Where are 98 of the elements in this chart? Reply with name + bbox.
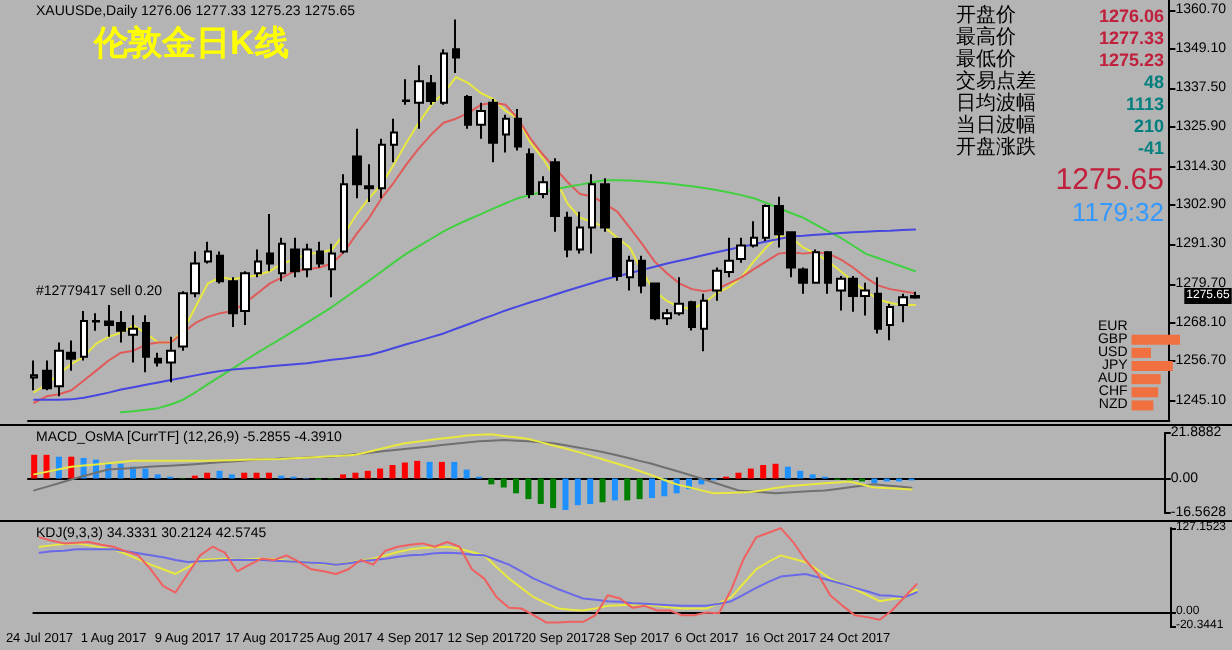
candlestick <box>612 236 622 282</box>
bar <box>401 462 408 479</box>
candlestick <box>340 173 348 255</box>
text: 最低价 <box>956 47 1016 71</box>
text: 日均波幅 <box>956 91 1036 115</box>
candlestick <box>328 242 336 299</box>
candlestick <box>588 173 596 255</box>
bar <box>55 456 62 479</box>
bar <box>513 478 520 494</box>
bar <box>253 472 260 479</box>
bar <box>772 463 779 479</box>
bar <box>389 465 396 479</box>
candlestick <box>80 310 88 362</box>
candlestick <box>700 292 708 353</box>
candlestick <box>464 94 472 130</box>
bar <box>142 468 149 479</box>
text: 当日波幅 <box>956 113 1036 137</box>
candlestick <box>166 335 176 384</box>
bar <box>636 478 643 500</box>
candlestick <box>600 177 610 233</box>
candlestick <box>798 266 808 295</box>
bar <box>364 470 371 479</box>
bar <box>797 470 804 479</box>
candlestick <box>874 276 882 335</box>
bar <box>438 461 445 479</box>
bar <box>31 454 38 479</box>
text: 48 <box>1143 72 1164 92</box>
text: 伦敦金日K线 <box>92 24 289 62</box>
bar <box>550 478 557 509</box>
text: 开盘价 <box>956 3 1016 27</box>
bar <box>463 469 470 479</box>
line-series <box>38 527 918 624</box>
bar <box>747 468 754 479</box>
bar <box>451 461 458 479</box>
bar <box>241 472 248 479</box>
candlestick <box>278 236 286 283</box>
text: 1113 <box>1125 94 1164 114</box>
text: -41 <box>1137 138 1164 158</box>
bar <box>784 466 791 479</box>
text: 开盘涨跌 <box>956 135 1036 159</box>
candlestick <box>526 147 534 200</box>
candlestick <box>824 249 832 295</box>
bar <box>43 454 50 479</box>
bar <box>760 465 767 479</box>
bar <box>352 472 359 479</box>
bar <box>537 478 544 504</box>
bar <box>735 472 742 479</box>
bar <box>377 468 384 479</box>
bar <box>599 478 606 503</box>
text: 最高价 <box>956 25 1016 49</box>
text: 1275.65 <box>1055 163 1164 197</box>
text: 1275.23 <box>1098 50 1164 70</box>
text: 1277.33 <box>1098 28 1164 48</box>
candlestick <box>452 18 460 75</box>
candlestick <box>254 248 262 279</box>
bar <box>624 478 631 501</box>
candlestick <box>154 351 162 368</box>
candlestick <box>576 210 584 255</box>
candlestick <box>750 220 758 249</box>
candlestick <box>626 254 634 292</box>
bar <box>204 472 211 479</box>
candlestick <box>352 127 362 200</box>
candlestick <box>688 299 696 332</box>
text: 210 <box>1133 116 1164 136</box>
bar <box>216 470 223 479</box>
candlestick <box>204 240 212 265</box>
candlestick <box>364 163 374 203</box>
candlestick <box>812 248 820 285</box>
candlestick <box>30 359 38 392</box>
candlestick <box>514 107 522 152</box>
candlestick <box>216 250 224 285</box>
candlestick <box>316 240 324 269</box>
candlestick <box>502 113 510 154</box>
bar <box>587 478 594 504</box>
candlestick <box>92 312 100 332</box>
bar <box>426 461 433 479</box>
bar <box>265 472 272 479</box>
candlestick <box>378 137 386 200</box>
text: 交易点差 <box>956 69 1036 93</box>
candlestick <box>736 236 746 264</box>
bar <box>414 460 421 479</box>
text: 1179:32 <box>1071 197 1164 227</box>
candlestick <box>142 314 150 374</box>
bar <box>574 478 581 506</box>
bar <box>611 478 618 501</box>
candlestick <box>638 254 646 295</box>
candlestick <box>390 117 398 164</box>
bar <box>648 478 655 499</box>
candlestick <box>886 302 894 342</box>
candlestick <box>402 78 410 106</box>
candlestick <box>762 203 770 243</box>
candlestick <box>564 210 572 259</box>
candlestick <box>266 213 274 273</box>
bar <box>562 478 569 510</box>
bar <box>525 478 532 500</box>
line-series <box>33 228 917 401</box>
text: 1276.06 <box>1098 6 1164 26</box>
candlestick <box>440 48 448 106</box>
